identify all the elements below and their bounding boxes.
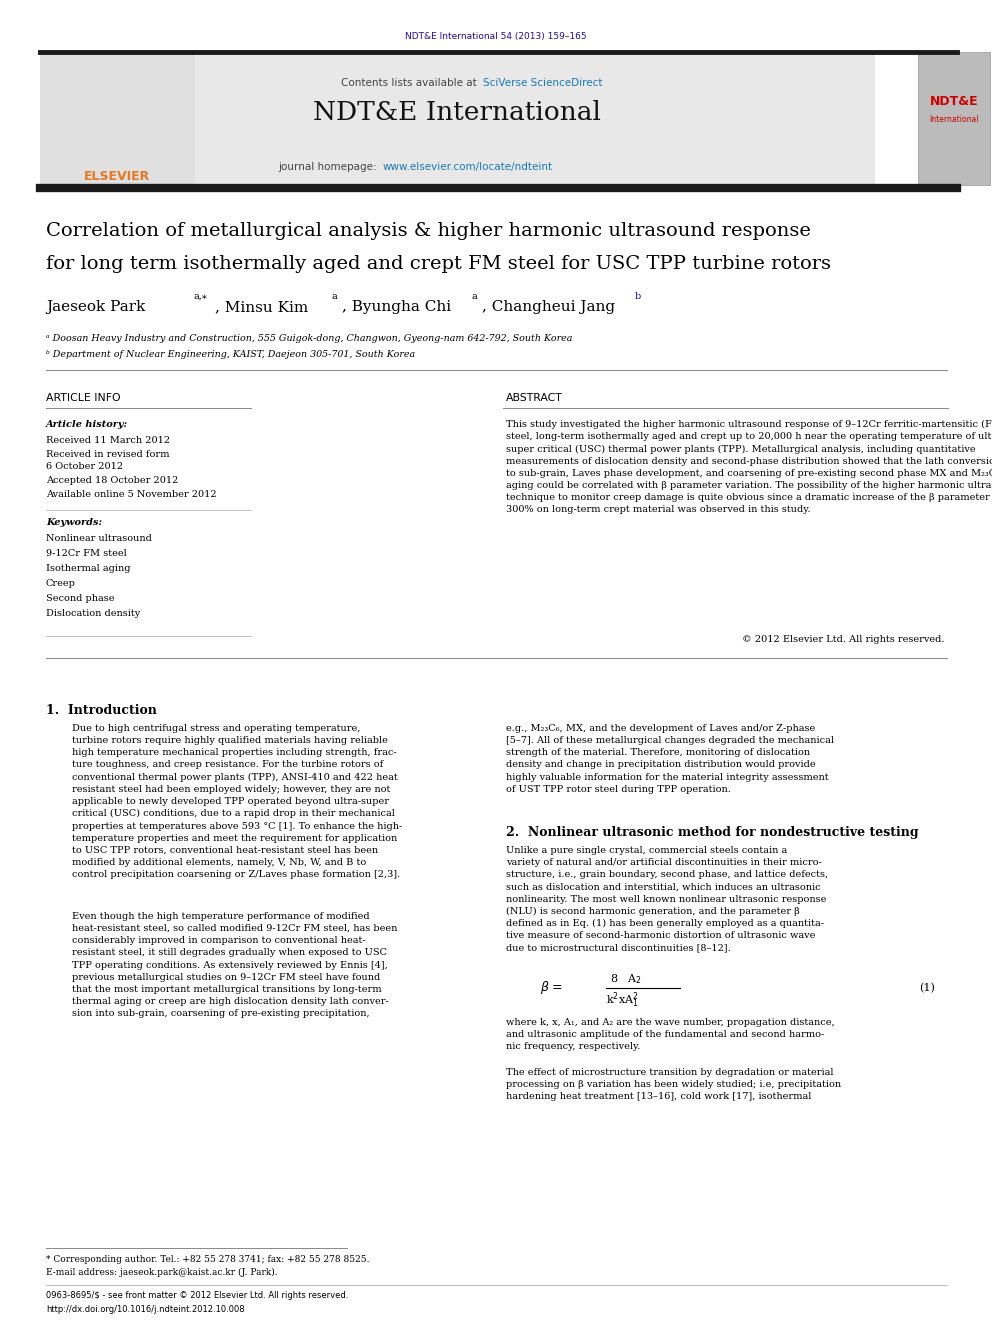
Text: ᵃ Doosan Heavy Industry and Construction, 555 Guigok-dong, Changwon, Gyeong-nam : ᵃ Doosan Heavy Industry and Construction…	[46, 333, 572, 343]
Text: 0963-8695/$ - see front matter © 2012 Elsevier Ltd. All rights reserved.: 0963-8695/$ - see front matter © 2012 El…	[46, 1291, 348, 1301]
Text: 2.  Nonlinear ultrasonic method for nondestructive testing: 2. Nonlinear ultrasonic method for nonde…	[506, 826, 919, 839]
Text: where k, x, A₁, and A₂ are the wave number, propagation distance,
and ultrasonic: where k, x, A₁, and A₂ are the wave numb…	[506, 1017, 834, 1052]
Text: Jaeseok Park: Jaeseok Park	[46, 300, 146, 314]
Text: http://dx.doi.org/10.1016/j.ndteint.2012.10.008: http://dx.doi.org/10.1016/j.ndteint.2012…	[46, 1304, 245, 1314]
Text: NDT&E International: NDT&E International	[313, 101, 601, 124]
Text: International: International	[930, 115, 979, 124]
Text: Even though the high temperature performance of modified
heat-resistant steel, s: Even though the high temperature perform…	[72, 912, 398, 1019]
Text: journal homepage:: journal homepage:	[278, 161, 380, 172]
Text: Isothermal aging: Isothermal aging	[46, 564, 131, 573]
Text: Correlation of metallurgical analysis & higher harmonic ultrasound response: Correlation of metallurgical analysis & …	[46, 222, 810, 239]
Text: ᵇ Department of Nuclear Engineering, KAIST, Daejeon 305-701, South Korea: ᵇ Department of Nuclear Engineering, KAI…	[46, 351, 415, 359]
Text: ELSEVIER: ELSEVIER	[84, 169, 150, 183]
Text: 6 October 2012: 6 October 2012	[46, 462, 123, 471]
Text: e.g., M₂₃C₆, MX, and the development of Laves and/or Z-phase
[5–7]. All of these: e.g., M₂₃C₆, MX, and the development of …	[506, 724, 834, 794]
Text: ARTICLE INFO: ARTICLE INFO	[46, 393, 121, 404]
Text: $\beta$ =: $\beta$ =	[540, 979, 563, 996]
Text: , Byungha Chi: , Byungha Chi	[342, 300, 451, 314]
Text: Dislocation density: Dislocation density	[46, 609, 140, 618]
Text: NDT&E: NDT&E	[930, 95, 978, 108]
Text: a: a	[332, 292, 337, 302]
Text: E-mail address: jaeseok.park@kaist.ac.kr (J. Park).: E-mail address: jaeseok.park@kaist.ac.kr…	[46, 1267, 278, 1277]
Text: b: b	[635, 292, 641, 302]
Text: © 2012 Elsevier Ltd. All rights reserved.: © 2012 Elsevier Ltd. All rights reserved…	[742, 635, 945, 644]
Text: 8   A$_2$: 8 A$_2$	[610, 972, 642, 986]
Text: , Minsu Kim: , Minsu Kim	[215, 300, 309, 314]
Text: Keywords:: Keywords:	[46, 519, 102, 527]
Text: Received 11 March 2012: Received 11 March 2012	[46, 437, 170, 445]
Text: Contents lists available at: Contents lists available at	[341, 78, 480, 89]
Text: www.elsevier.com/locate/ndteint: www.elsevier.com/locate/ndteint	[383, 161, 554, 172]
Text: Creep: Creep	[46, 579, 75, 587]
Text: (1): (1)	[920, 983, 935, 994]
Text: Article history:: Article history:	[46, 419, 128, 429]
Text: Available online 5 November 2012: Available online 5 November 2012	[46, 490, 216, 499]
FancyBboxPatch shape	[40, 52, 195, 185]
Text: Second phase: Second phase	[46, 594, 114, 603]
Text: Nonlinear ultrasound: Nonlinear ultrasound	[46, 534, 152, 542]
Text: 1.  Introduction: 1. Introduction	[46, 704, 157, 717]
Text: Due to high centrifugal stress and operating temperature,
turbine rotors require: Due to high centrifugal stress and opera…	[72, 724, 402, 880]
Text: NDT&E International 54 (2013) 159–165: NDT&E International 54 (2013) 159–165	[405, 32, 587, 41]
Text: for long term isothermally aged and crept FM steel for USC TPP turbine rotors: for long term isothermally aged and crep…	[46, 255, 831, 273]
Text: * Corresponding author. Tel.: +82 55 278 3741; fax: +82 55 278 8525.: * Corresponding author. Tel.: +82 55 278…	[46, 1256, 369, 1263]
Text: Received in revised form: Received in revised form	[46, 450, 170, 459]
Text: Unlike a pure single crystal, commercial steels contain a
variety of natural and: Unlike a pure single crystal, commercial…	[506, 845, 828, 953]
Text: k$^2$xA$_1^2$: k$^2$xA$_1^2$	[606, 990, 639, 1009]
Text: This study investigated the higher harmonic ultrasound response of 9–12Cr ferrit: This study investigated the higher harmo…	[506, 419, 992, 515]
Text: SciVerse ScienceDirect: SciVerse ScienceDirect	[483, 78, 602, 89]
Text: 9-12Cr FM steel: 9-12Cr FM steel	[46, 549, 127, 558]
Text: a: a	[472, 292, 478, 302]
Text: , Changheui Jang: , Changheui Jang	[482, 300, 615, 314]
FancyBboxPatch shape	[40, 52, 875, 185]
Text: a,⁎: a,⁎	[193, 292, 206, 302]
Text: The effect of microstructure transition by degradation or material
processing on: The effect of microstructure transition …	[506, 1068, 841, 1101]
FancyBboxPatch shape	[918, 52, 990, 185]
Text: Accepted 18 October 2012: Accepted 18 October 2012	[46, 476, 179, 486]
Text: ABSTRACT: ABSTRACT	[506, 393, 562, 404]
